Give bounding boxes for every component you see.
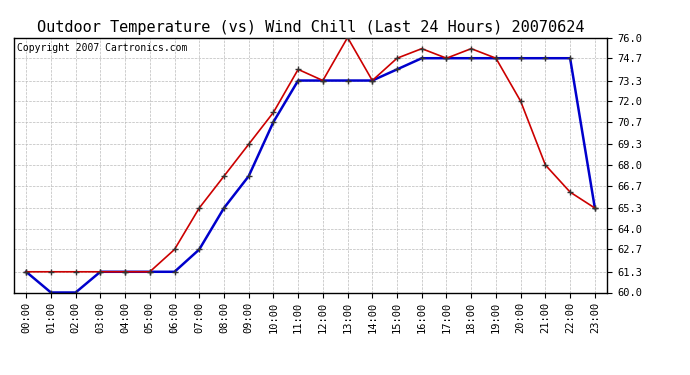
Text: Copyright 2007 Cartronics.com: Copyright 2007 Cartronics.com [17, 43, 187, 52]
Title: Outdoor Temperature (vs) Wind Chill (Last 24 Hours) 20070624: Outdoor Temperature (vs) Wind Chill (Las… [37, 20, 584, 35]
